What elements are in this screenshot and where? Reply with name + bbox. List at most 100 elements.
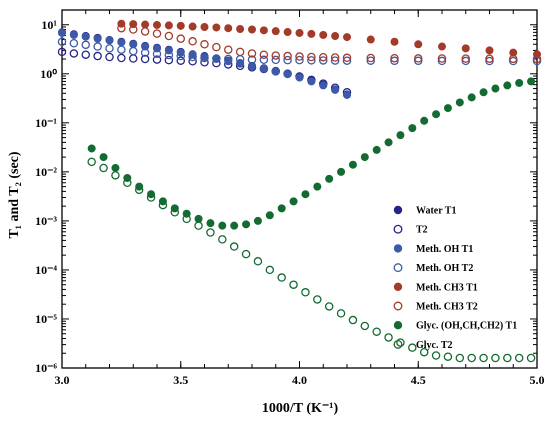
data-point	[461, 44, 470, 53]
data-point	[265, 211, 274, 220]
data-point	[526, 353, 536, 363]
legend-marker	[393, 339, 403, 349]
series-2	[58, 28, 351, 99]
x-tick-label: 3.0	[55, 373, 70, 387]
data-point	[366, 56, 375, 65]
data-point	[87, 157, 96, 167]
data-point	[253, 257, 263, 266]
data-point	[455, 353, 465, 363]
y-axis-label: T₁ and T₂ (sec)	[7, 151, 22, 238]
data-point	[188, 22, 197, 31]
data-point	[467, 93, 476, 102]
data-point	[188, 52, 197, 62]
data-point	[342, 56, 352, 65]
data-point	[152, 29, 162, 38]
series-3	[57, 37, 542, 66]
y-tick-label: 10⁻³	[35, 214, 57, 228]
data-point	[342, 33, 351, 42]
data-markers	[57, 19, 542, 363]
data-point	[93, 42, 102, 51]
y-tick-label: 10⁻⁴	[35, 263, 57, 277]
legend-marker	[393, 205, 403, 215]
legend-label: Meth. CH3 T1	[416, 282, 478, 293]
data-point	[247, 49, 257, 58]
series-7	[87, 157, 536, 363]
data-point	[259, 64, 268, 73]
data-point	[437, 54, 447, 63]
data-point	[57, 47, 67, 57]
data-point	[223, 45, 233, 54]
data-point	[503, 353, 512, 363]
legend-label: Meth. OH T1	[416, 244, 473, 255]
data-point	[141, 20, 150, 29]
data-point	[265, 265, 275, 275]
y-tick-label: 10⁻⁵	[35, 312, 57, 326]
data-point	[164, 55, 174, 65]
data-point	[491, 353, 500, 363]
data-point	[176, 51, 185, 61]
data-point	[81, 40, 91, 50]
data-point	[158, 200, 168, 210]
data-point	[348, 315, 358, 325]
legend-label: Glyc. (OH,CH,CH2) T1	[416, 321, 517, 332]
data-point	[313, 295, 322, 304]
data-point	[128, 54, 138, 63]
data-point	[152, 20, 161, 29]
y-tick-label: 10⁻¹	[35, 116, 57, 130]
data-point	[432, 110, 441, 119]
data-point	[99, 163, 108, 173]
data-point	[318, 56, 328, 65]
data-point	[413, 54, 423, 63]
legend-label: T2	[416, 225, 428, 236]
legend-label: Glyc. T2	[416, 340, 452, 351]
data-point	[188, 50, 197, 59]
data-point	[206, 219, 215, 228]
data-point	[366, 35, 375, 44]
data-point	[420, 116, 429, 125]
data-point	[271, 67, 280, 76]
data-point	[230, 221, 239, 230]
data-point	[360, 153, 369, 162]
data-point	[467, 353, 476, 363]
data-point	[224, 24, 233, 33]
data-point	[111, 163, 120, 172]
data-point	[342, 90, 351, 99]
data-point	[295, 52, 304, 61]
data-point	[93, 51, 102, 61]
data-point	[431, 351, 441, 360]
data-point	[337, 167, 346, 176]
data-point	[348, 160, 357, 169]
data-point	[123, 178, 132, 187]
series-0	[58, 28, 351, 99]
data-point	[283, 51, 292, 61]
legend-label: Meth. OH T2	[416, 263, 473, 274]
data-point	[241, 249, 251, 259]
data-point	[111, 171, 120, 180]
data-point	[366, 53, 375, 63]
data-point	[330, 53, 340, 62]
data-point	[324, 302, 334, 311]
y-tick-label: 10¹	[41, 18, 57, 32]
data-point	[301, 288, 310, 297]
data-point	[532, 54, 542, 64]
data-point	[461, 54, 470, 63]
data-point	[283, 55, 292, 65]
data-point	[212, 42, 221, 52]
data-point	[508, 54, 518, 64]
data-point	[235, 47, 245, 57]
data-point	[212, 23, 221, 32]
data-point	[283, 70, 292, 79]
data-point	[200, 23, 209, 32]
data-point	[105, 36, 114, 45]
data-point	[206, 228, 215, 237]
data-point	[289, 280, 298, 289]
data-point	[176, 34, 185, 43]
data-point	[318, 52, 328, 62]
data-point	[229, 242, 239, 251]
data-point	[443, 104, 452, 113]
data-point	[200, 53, 209, 63]
data-point	[117, 38, 126, 47]
data-point	[295, 73, 304, 82]
data-point	[236, 24, 245, 33]
legend: Water T1 T2 Meth. OH T1 Meth. OH T2 Meth. CH…	[393, 205, 517, 351]
